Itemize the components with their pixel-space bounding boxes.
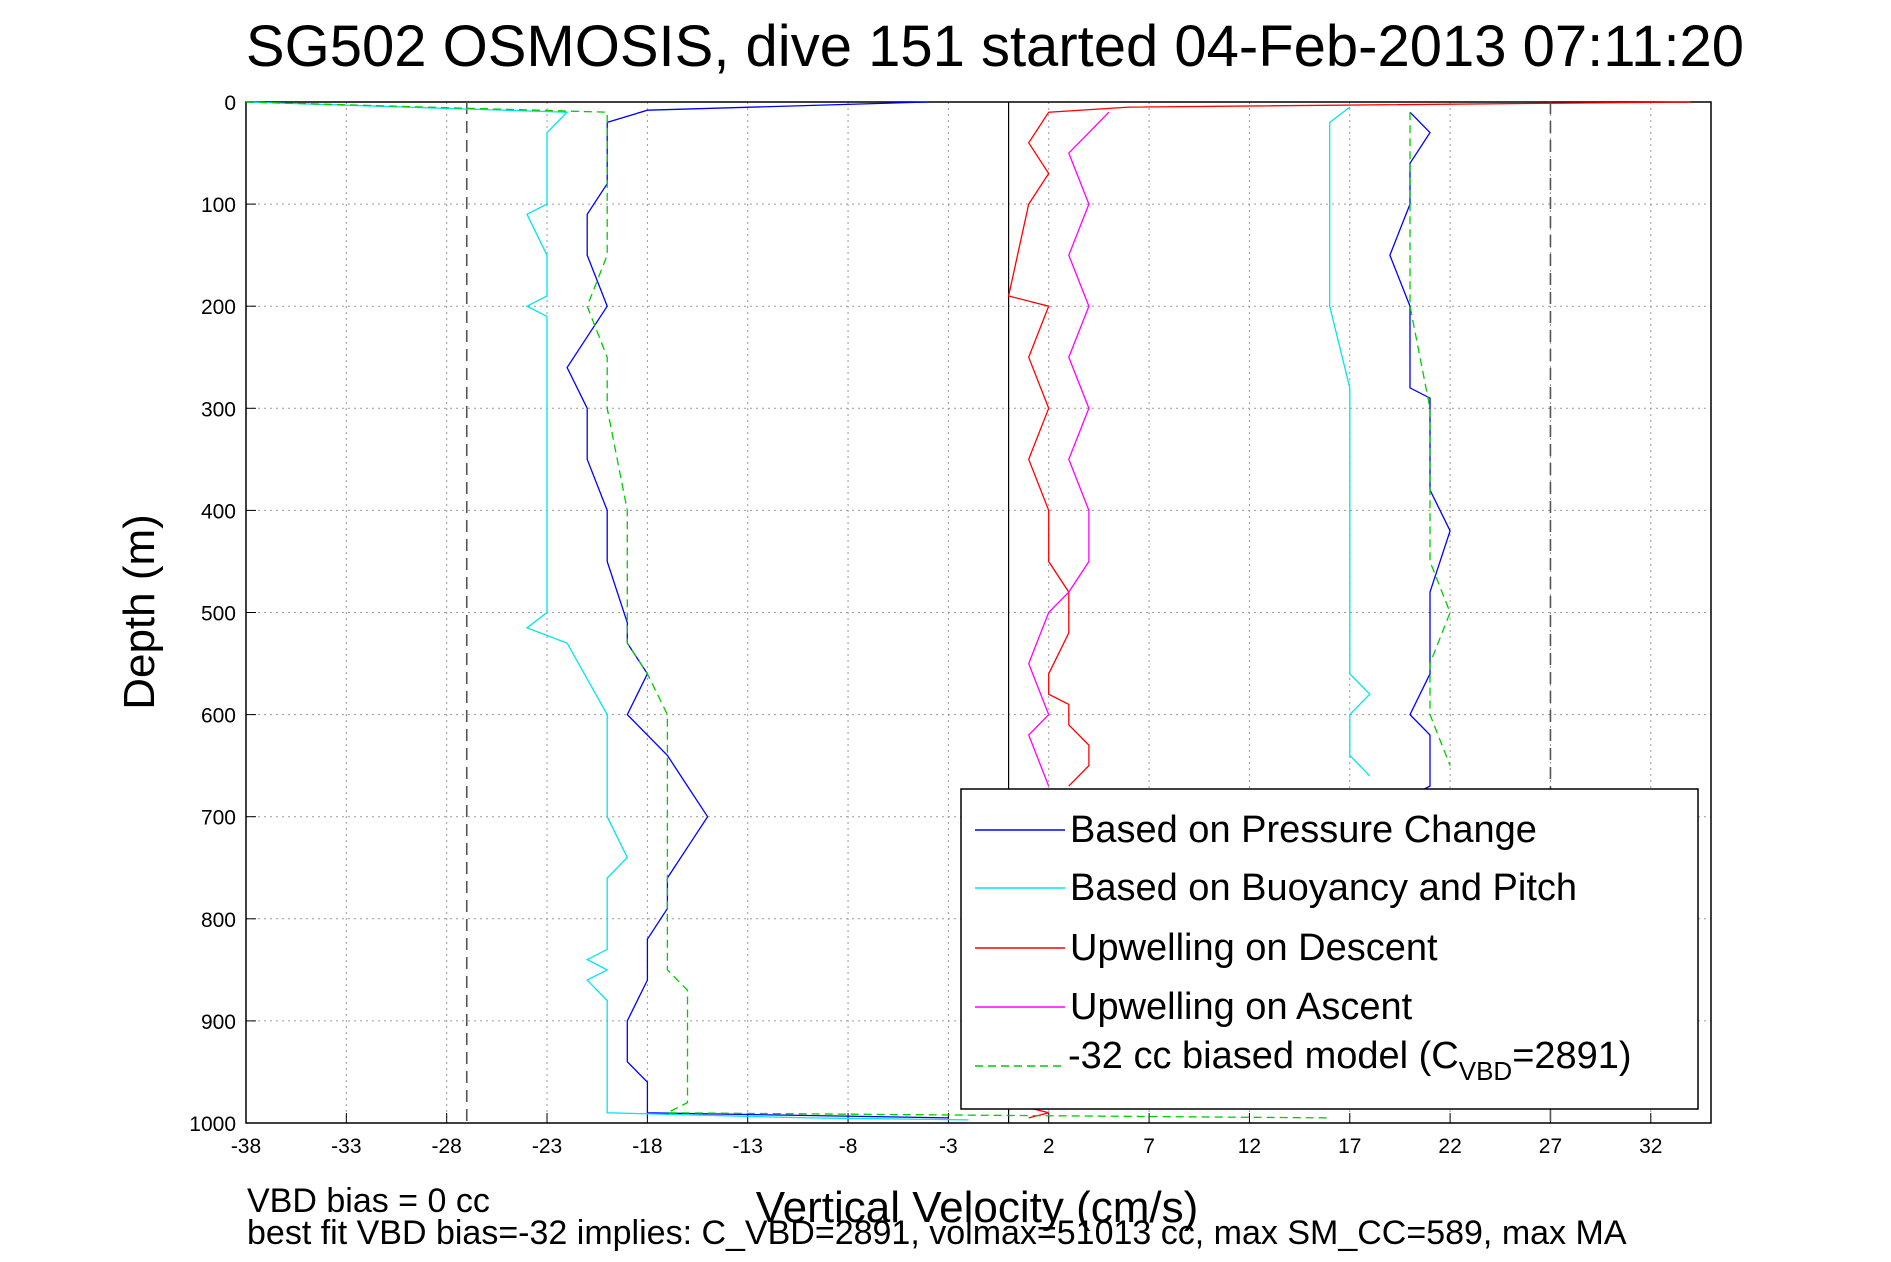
y-tick-label: 0 bbox=[224, 92, 236, 115]
x-tick-label: 12 bbox=[1238, 1135, 1261, 1158]
y-axis-label: Depth (m) bbox=[115, 514, 164, 710]
x-tick-label: 32 bbox=[1639, 1135, 1662, 1158]
legend-model-suffix: =2891) bbox=[1512, 1035, 1631, 1077]
x-tick-label: -23 bbox=[532, 1135, 562, 1158]
y-tick-label: 900 bbox=[201, 1011, 236, 1034]
footer-best-fit: best fit VBD bias=-32 implies: C_VBD=289… bbox=[247, 1214, 1627, 1252]
x-tick-label: -28 bbox=[432, 1135, 462, 1158]
legend-model-prefix: -32 cc biased model (C bbox=[1068, 1035, 1459, 1077]
series-line-2 bbox=[1007, 101, 1691, 787]
x-tick-label: 22 bbox=[1438, 1135, 1461, 1158]
series-lines bbox=[245, 101, 1691, 1121]
legend-box bbox=[960, 788, 1699, 1110]
y-tick-label: 800 bbox=[201, 909, 236, 932]
y-tick-label: 500 bbox=[201, 603, 236, 626]
y-tick-label: 300 bbox=[201, 398, 236, 421]
legend-model-subscript: VBD bbox=[1459, 1056, 1512, 1086]
y-tick-label: 100 bbox=[201, 194, 236, 217]
series-line-4 bbox=[245, 101, 1330, 1119]
chart-title: SG502 OSMOSIS, dive 151 started 04-Feb-2… bbox=[246, 14, 1744, 79]
legend: Based on Pressure Change Based on Buoyan… bbox=[960, 788, 1699, 1110]
legend-label-upwelling-ascent: Upwelling on Ascent bbox=[1070, 986, 1413, 1028]
y-tick-label: 1000 bbox=[189, 1113, 236, 1136]
x-tick-label: -13 bbox=[733, 1135, 763, 1158]
x-tick-labels: -38 -33 -28 -23 -18 -13 -8 -3 2 7 12 17 22 27 32 bbox=[231, 1135, 1663, 1158]
legend-label-buoyancy: Based on Buoyancy and Pitch bbox=[1070, 867, 1577, 909]
series-line-3 bbox=[1027, 111, 1110, 787]
x-tick-label: -33 bbox=[331, 1135, 361, 1158]
plot-area-frame bbox=[245, 101, 1712, 1124]
y-tick-label: 700 bbox=[201, 807, 236, 830]
series-line-4 bbox=[1409, 112, 1451, 766]
x-tick-label: -8 bbox=[839, 1135, 858, 1158]
legend-label-pressure: Based on Pressure Change bbox=[1070, 809, 1537, 851]
y-tick-label: 200 bbox=[201, 296, 236, 319]
series-line-0 bbox=[566, 101, 949, 1119]
legend-label-upwelling-descent: Upwelling on Descent bbox=[1070, 927, 1438, 969]
series-line-0 bbox=[1389, 111, 1451, 808]
x-axis-label: Vertical Velocity (cm/s) bbox=[756, 1183, 1199, 1232]
x-tick-label: 2 bbox=[1043, 1135, 1055, 1158]
x-tick-label: 27 bbox=[1539, 1135, 1562, 1158]
series-line-1 bbox=[1329, 106, 1371, 777]
y-tick-label: 600 bbox=[201, 705, 236, 728]
x-tick-label: 17 bbox=[1338, 1135, 1361, 1158]
y-tick-labels: 0 100 200 300 400 500 600 700 800 900 1000 bbox=[189, 92, 236, 1136]
footer-vbd-bias: VBD bias = 0 cc bbox=[247, 1182, 490, 1220]
x-tick-label: -38 bbox=[231, 1135, 261, 1158]
legend-label-biased-model: -32 cc biased model (CVBD=2891) bbox=[1068, 1035, 1632, 1086]
y-tick-label: 400 bbox=[201, 500, 236, 523]
series-line-1 bbox=[245, 101, 969, 1121]
x-tick-label: -18 bbox=[632, 1135, 662, 1158]
x-tick-label: 7 bbox=[1143, 1135, 1155, 1158]
x-tick-label: -3 bbox=[939, 1135, 958, 1158]
